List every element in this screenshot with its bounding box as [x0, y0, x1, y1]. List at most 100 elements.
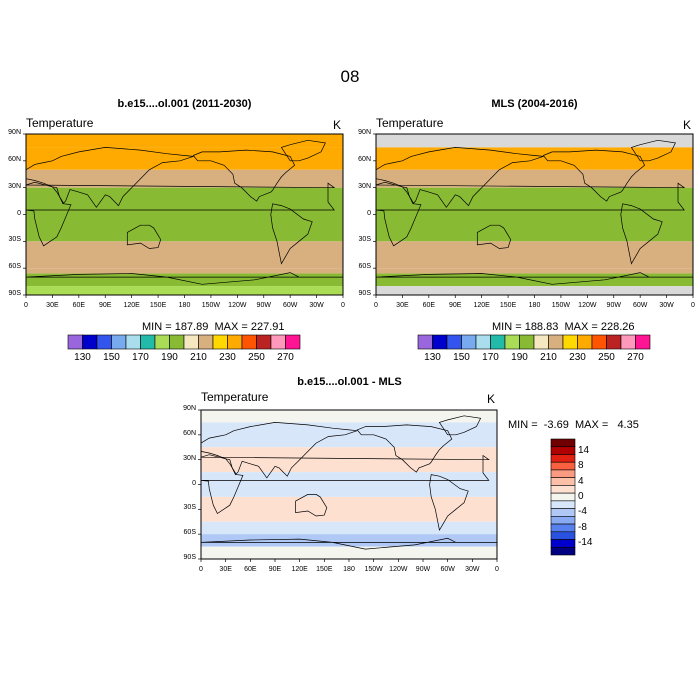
colorbar-box-6	[154, 334, 170, 350]
band-4	[201, 496, 497, 522]
x-tick-label: 150E	[316, 566, 333, 573]
colorbar-box-3	[550, 461, 576, 471]
colorbar-box-14	[550, 546, 576, 556]
panel-2-min: MIN = 188.83	[492, 321, 559, 333]
x-tick-label: 120E	[291, 566, 308, 573]
x-tick-label: 30W	[465, 566, 480, 573]
colorbar-label: 170	[482, 352, 499, 363]
colorbar-label: 0	[578, 491, 584, 502]
x-tick-label: 180	[343, 566, 355, 573]
x-tick-label: 0	[374, 302, 378, 309]
colorbar-box-13	[606, 334, 622, 350]
colorbar-label: 250	[248, 352, 265, 363]
colorbar-box-9	[550, 508, 576, 517]
x-tick-label: 60W	[632, 302, 648, 309]
coastline-0	[375, 147, 544, 208]
colorbar-box-8	[533, 334, 549, 350]
x-tick-label: 60E	[244, 566, 257, 573]
x-tick-label: 0	[495, 566, 499, 573]
coastline-1	[375, 181, 686, 247]
colorbar-label: 170	[132, 352, 149, 363]
colorbar-box-9	[548, 334, 564, 350]
y-tick-label: 0	[17, 209, 21, 217]
colorbar-label: 130	[74, 352, 91, 363]
colorbar-label: 250	[598, 352, 615, 363]
x-tick-label: 90E	[99, 302, 112, 309]
colorbar-box-5	[140, 334, 156, 350]
panel-2-minmax: MIN = 188.83 MAX = 228.26	[492, 321, 635, 333]
panel-1-max: MAX = 227.91	[214, 321, 285, 333]
colorbar-box-2	[96, 334, 112, 350]
coastline-5	[280, 139, 326, 162]
coastline-5	[438, 415, 482, 436]
coastline-6	[200, 537, 497, 550]
panel-3-colorbar	[550, 438, 576, 556]
x-tick-label: 150E	[149, 302, 167, 309]
colorbar-box-5	[550, 477, 576, 486]
coastline-0	[25, 147, 194, 208]
colorbar-box-1	[550, 446, 576, 455]
panel-1-min: MIN = 187.89	[142, 321, 209, 333]
y-tick-label: 30N	[8, 182, 21, 190]
colorbar-box-15	[635, 334, 651, 350]
colorbar-label: 190	[161, 352, 178, 363]
coastline-6	[375, 272, 693, 285]
x-tick-label: 0	[691, 302, 695, 309]
x-tick-label: 150W	[551, 302, 571, 309]
y-tick-label: 90N	[8, 129, 21, 136]
colorbar-box-0	[550, 438, 576, 448]
colorbar-box-1	[82, 334, 98, 350]
x-tick-label: 120W	[389, 566, 408, 573]
x-tick-label: 0	[199, 566, 203, 573]
colorbar-box-7	[169, 334, 185, 350]
colorbar-label: -8	[578, 521, 587, 533]
colorbar-label: 150	[453, 352, 470, 363]
x-tick-label: 120E	[123, 302, 140, 309]
y-tick-label: 90S	[8, 290, 21, 297]
colorbar-box-6	[504, 334, 520, 350]
band-9	[376, 286, 693, 295]
colorbar-box-8	[550, 500, 576, 509]
coastline-4	[429, 474, 469, 531]
band-5	[201, 521, 497, 535]
band-5	[26, 241, 343, 249]
coastline-3	[356, 424, 453, 473]
y-tick-label: 60S	[358, 263, 371, 271]
colorbar-box-15	[285, 334, 301, 350]
colorbar-box-5	[490, 334, 506, 350]
colorbar-label: 210	[190, 352, 207, 363]
x-tick-label: 60E	[72, 302, 86, 309]
y-tick-label: 90S	[183, 554, 196, 561]
x-tick-label: 90W	[256, 302, 271, 309]
colorbar-box-2	[550, 454, 576, 463]
colorbar-box-9	[198, 334, 214, 350]
colorbar-label: 230	[569, 352, 586, 363]
colorbar-box-12	[550, 531, 576, 540]
x-tick-label: 150W	[364, 566, 383, 573]
colorbar-label: 270	[627, 352, 644, 363]
colorbar-box-6	[550, 485, 576, 494]
coastline-2	[295, 494, 328, 517]
x-tick-label: 30W	[659, 302, 674, 309]
colorbar-box-3	[111, 334, 127, 350]
panel-2-colorbar	[417, 334, 651, 350]
x-tick-label: 0	[24, 302, 28, 309]
colorbar-box-14	[270, 334, 286, 350]
band-2	[376, 169, 693, 181]
y-tick-label: 0	[367, 209, 371, 217]
band-3	[201, 472, 497, 497]
colorbar-box-10	[550, 516, 576, 525]
band-0	[376, 134, 693, 148]
x-tick-label: 0	[341, 302, 345, 309]
y-tick-label: 60N	[183, 429, 196, 437]
x-tick-label: 60W	[282, 302, 298, 309]
y-tick-label: 90S	[358, 290, 371, 297]
y-tick-label: 90N	[183, 405, 196, 412]
colorbar-label: -14	[578, 537, 593, 549]
colorbar-box-11	[227, 334, 243, 350]
band-3	[376, 180, 693, 188]
y-tick-label: 60S	[8, 263, 21, 271]
y-tick-label: 30N	[358, 182, 371, 190]
panel-2-title: MLS (2004-2016)	[491, 98, 578, 110]
colorbar-label: 190	[511, 352, 528, 363]
